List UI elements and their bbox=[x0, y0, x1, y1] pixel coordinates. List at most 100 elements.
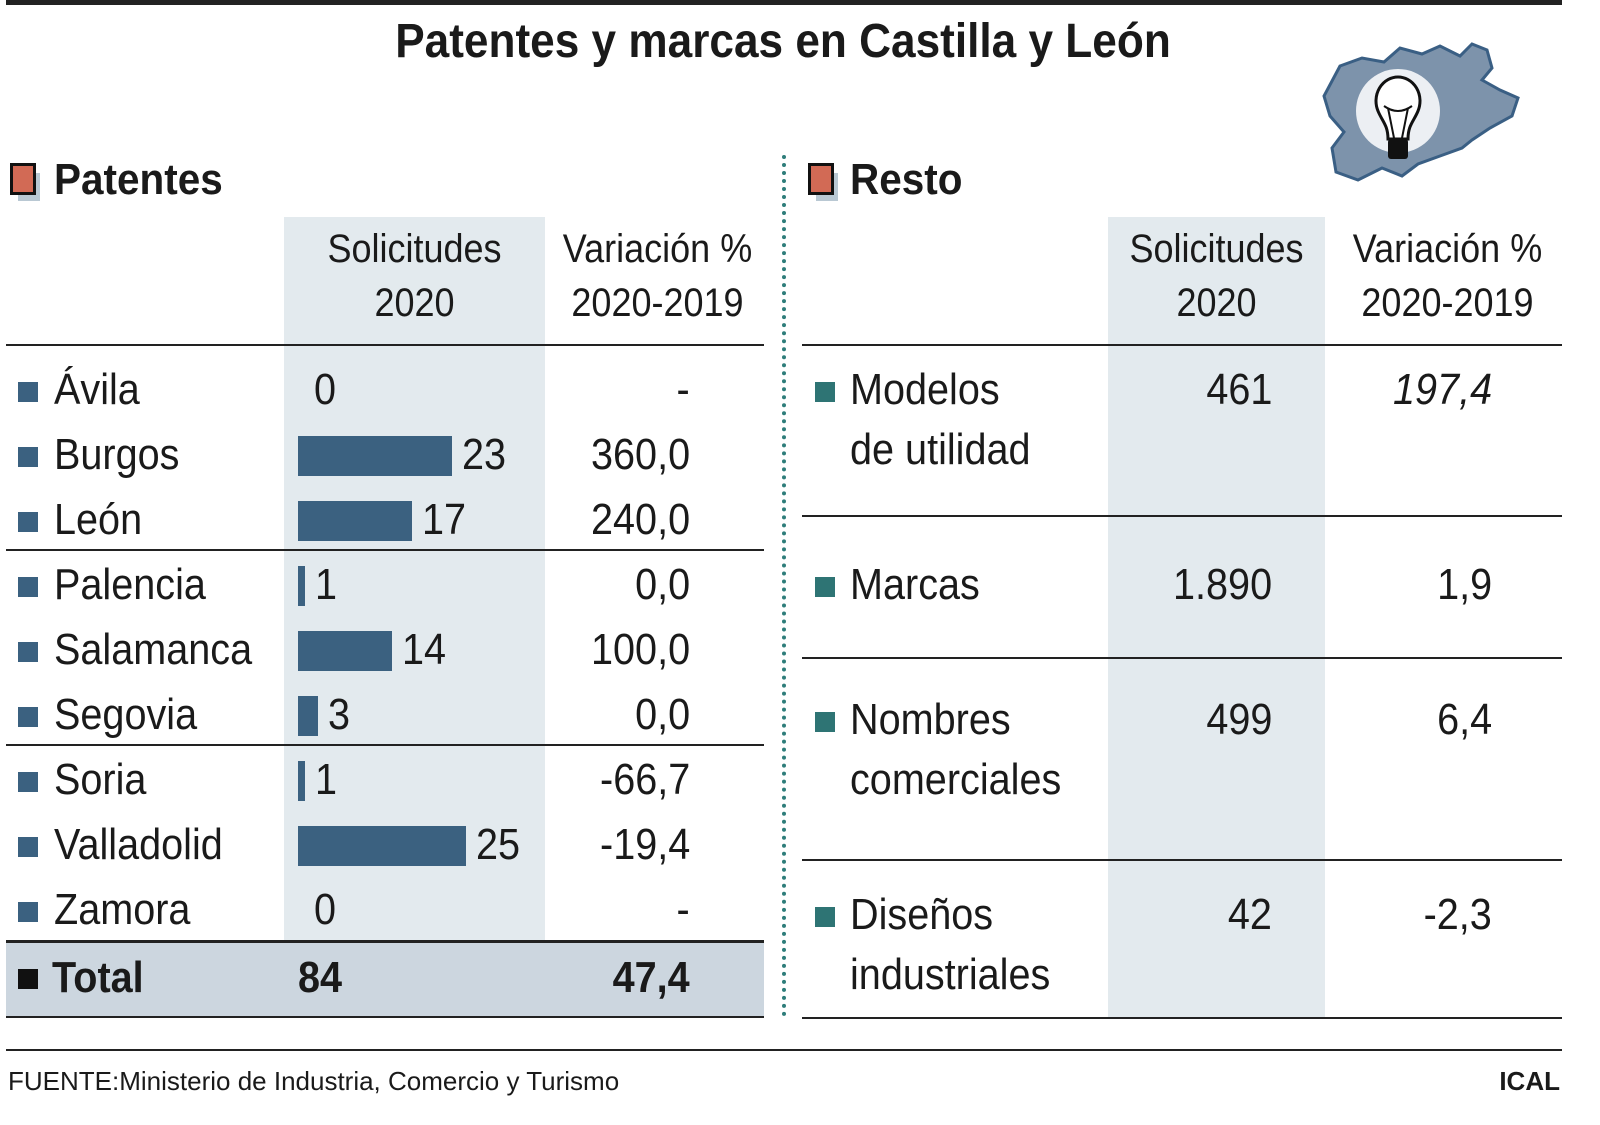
row-label: Salamanca bbox=[54, 625, 253, 674]
header-line: 2020 bbox=[1176, 281, 1257, 325]
header-line: Solicitudes bbox=[1129, 227, 1304, 271]
solicitudes-column-shade bbox=[1108, 217, 1325, 1017]
variation-value: 6,4 bbox=[1436, 695, 1492, 744]
column-header-solicitudes: Solicitudes 2020 bbox=[297, 222, 532, 330]
row-value: 499 bbox=[1205, 695, 1272, 744]
data-label: 0 bbox=[314, 885, 337, 934]
row-label: Valladolid bbox=[54, 820, 223, 869]
row-label: Ávila bbox=[54, 365, 140, 414]
data-label: 23 bbox=[462, 430, 507, 479]
footer-rule bbox=[6, 1049, 1562, 1051]
data-label: 0 bbox=[314, 365, 337, 414]
row-bullet bbox=[18, 642, 38, 662]
solicitudes-column-shade bbox=[284, 217, 545, 940]
column-header-variacion: Variación % 2020-2019 bbox=[1342, 222, 1554, 330]
row-value: 461 bbox=[1205, 365, 1272, 414]
total-row: Total 84 47,4 bbox=[6, 940, 764, 1018]
row-bullet bbox=[18, 382, 38, 402]
row-label: Zamora bbox=[54, 885, 191, 934]
row-label: Modelos bbox=[850, 365, 1000, 414]
row-bullet bbox=[18, 902, 38, 922]
header-line: 2020-2019 bbox=[1361, 281, 1534, 325]
row-bullet bbox=[18, 837, 38, 857]
row-label: Diseños bbox=[850, 890, 994, 939]
row-bullet bbox=[815, 382, 835, 402]
data-label: 25 bbox=[475, 820, 520, 869]
variation-value: 240,0 bbox=[590, 495, 690, 544]
bar bbox=[298, 501, 412, 541]
row-bullet bbox=[18, 577, 38, 597]
data-label: 1 bbox=[315, 755, 338, 804]
row-label: León bbox=[54, 495, 143, 544]
total-bullet bbox=[18, 969, 38, 989]
section-icon bbox=[808, 163, 842, 203]
row-label: industriales bbox=[850, 950, 1051, 999]
row-bullet bbox=[815, 712, 835, 732]
bar bbox=[298, 436, 453, 476]
header-rule bbox=[6, 344, 764, 346]
bar bbox=[298, 696, 319, 736]
column-header-solicitudes: Solicitudes 2020 bbox=[1119, 222, 1314, 330]
total-value: 84 bbox=[298, 953, 343, 1002]
bar bbox=[298, 631, 392, 671]
row-rule bbox=[802, 859, 1562, 861]
section-title-patentes: Patentes bbox=[54, 155, 223, 204]
row-label: de utilidad bbox=[850, 425, 1031, 474]
group-rule bbox=[6, 549, 764, 551]
row-label: Burgos bbox=[54, 430, 180, 479]
variation-value: 1,9 bbox=[1436, 560, 1492, 609]
row-bullet bbox=[18, 707, 38, 727]
row-bullet bbox=[18, 772, 38, 792]
row-label: Palencia bbox=[54, 560, 206, 609]
variation-value: 197,4 bbox=[1392, 365, 1492, 414]
total-label: Total bbox=[52, 953, 144, 1002]
header-line: Solicitudes bbox=[327, 227, 502, 271]
variation-value: - bbox=[676, 365, 690, 414]
section-title-resto: Resto bbox=[850, 155, 963, 204]
row-label: Segovia bbox=[54, 690, 198, 739]
variation-value: 100,0 bbox=[590, 625, 690, 674]
row-label: comerciales bbox=[850, 755, 1062, 804]
row-bullet bbox=[815, 577, 835, 597]
row-label: Marcas bbox=[850, 560, 980, 609]
row-value: 42 bbox=[1227, 890, 1272, 939]
page-title: Patentes y marcas en Castilla y León bbox=[395, 15, 1171, 68]
row-rule bbox=[802, 1017, 1562, 1019]
credit: ICAL bbox=[1499, 1066, 1560, 1096]
source-note: FUENTE:Ministerio de Industria, Comercio… bbox=[8, 1066, 620, 1096]
header-line: Variación % bbox=[562, 227, 753, 271]
row-label: Soria bbox=[54, 755, 147, 804]
row-bullet bbox=[18, 447, 38, 467]
total-variation: 47,4 bbox=[612, 953, 690, 1002]
bar bbox=[298, 826, 466, 866]
data-label: 3 bbox=[328, 690, 351, 739]
variation-value: - bbox=[676, 885, 690, 934]
data-label: 1 bbox=[315, 560, 338, 609]
variation-value: -19,4 bbox=[599, 820, 690, 869]
header-rule bbox=[802, 344, 1562, 346]
bar bbox=[298, 761, 305, 801]
data-label: 14 bbox=[401, 625, 446, 674]
top-rule bbox=[6, 0, 1562, 5]
header-line: 2020 bbox=[374, 281, 455, 325]
header-line: 2020-2019 bbox=[571, 281, 744, 325]
row-rule bbox=[802, 657, 1562, 659]
variation-value: 360,0 bbox=[590, 430, 690, 479]
header-line: Variación % bbox=[1352, 227, 1543, 271]
data-label: 17 bbox=[421, 495, 466, 544]
section-icon bbox=[10, 163, 44, 203]
variation-value: 0,0 bbox=[634, 560, 690, 609]
column-header-variacion: Variación % 2020-2019 bbox=[556, 222, 759, 330]
lightbulb-map-icon bbox=[1322, 42, 1520, 182]
variation-value: -2,3 bbox=[1423, 890, 1492, 939]
group-rule bbox=[6, 744, 764, 746]
bar bbox=[298, 566, 305, 606]
variation-value: -66,7 bbox=[599, 755, 690, 804]
row-value: 1.890 bbox=[1172, 560, 1272, 609]
row-label: Nombres bbox=[850, 695, 1011, 744]
section-divider bbox=[782, 155, 786, 1017]
variation-value: 0,0 bbox=[634, 690, 690, 739]
row-rule bbox=[802, 515, 1562, 517]
row-bullet bbox=[18, 512, 38, 532]
